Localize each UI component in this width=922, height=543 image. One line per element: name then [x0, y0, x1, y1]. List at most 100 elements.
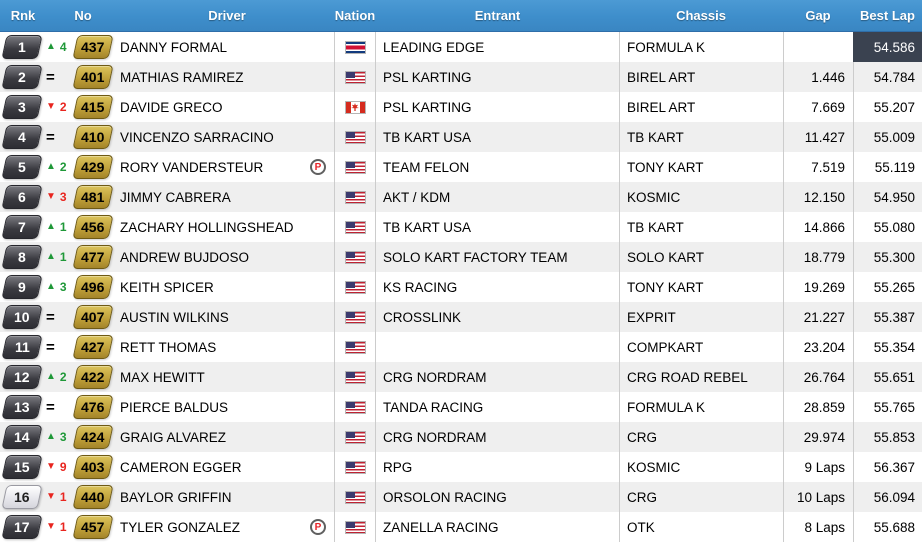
car-number: 410	[81, 129, 105, 145]
nation-cell	[334, 122, 376, 152]
position-change-icon: ▼	[46, 101, 56, 112]
table-row[interactable]: 2 = 401 MATHIAS RAMIREZ PSL KARTING BIRE…	[0, 62, 922, 92]
table-row[interactable]: 16 ▼ 1 440 BAYLOR GRIFFIN ORSOLON RACING…	[0, 482, 922, 512]
usa-flag-icon	[344, 490, 366, 504]
usa-flag-icon	[344, 340, 366, 354]
table-row[interactable]: 14 ▲ 3 424 GRAIG ALVAREZ CRG NORDRAM CRG…	[0, 422, 922, 452]
column-header-nation[interactable]: Nation	[334, 8, 376, 23]
driver-name: GRAIG ALVAREZ	[120, 429, 227, 445]
table-row[interactable]: 9 ▲ 3 496 KEITH SPICER KS RACING TONY KA…	[0, 272, 922, 302]
driver-name: VINCENZO SARRACINO	[120, 129, 274, 145]
nation-cell	[334, 182, 376, 212]
entrant-name: SOLO KART FACTORY TEAM	[383, 249, 568, 265]
driver-cell: CAMERON EGGER	[120, 452, 334, 482]
best-lap-value: 56.094	[853, 482, 922, 512]
best-lap-value: 55.853	[853, 422, 922, 452]
gap-value: 7.519	[783, 152, 853, 182]
penalty-icon: P	[310, 159, 326, 175]
rank-badge: 7	[1, 215, 43, 239]
car-number: 403	[81, 459, 105, 475]
column-header-rank[interactable]: Rnk	[10, 8, 36, 23]
chassis-name: FORMULA K	[619, 32, 783, 62]
driver-cell: MATHIAS RAMIREZ	[120, 62, 334, 92]
best-lap-value: 56.367	[853, 452, 922, 482]
position-change-icon: =	[46, 308, 55, 326]
column-header-driver[interactable]: Driver	[208, 8, 246, 23]
table-row[interactable]: 1 ▲ 4 437 DANNY FORMAL LEADING EDGE FORM…	[0, 32, 922, 62]
position-change: ▼ 9	[46, 452, 74, 482]
gap-value: 23.204	[783, 332, 853, 362]
car-number: 440	[81, 489, 105, 505]
car-number-badge: 401	[72, 65, 114, 89]
table-row[interactable]: 13 = 476 PIERCE BALDUS TANDA RACING FORM…	[0, 392, 922, 422]
position-change-value: 1	[59, 250, 67, 264]
table-row[interactable]: 10 = 407 AUSTIN WILKINS CROSSLINK EXPRIT…	[0, 302, 922, 332]
position-change-value: 1	[59, 490, 67, 504]
car-number: 422	[81, 369, 105, 385]
usa-flag-icon	[344, 400, 366, 414]
car-number-cell: 457	[72, 512, 120, 542]
car-number: 424	[81, 429, 105, 445]
rank-number: 14	[14, 429, 30, 445]
car-number-badge: 429	[72, 155, 114, 179]
entrant-name: RPG	[383, 459, 413, 475]
column-header-best-lap[interactable]: Best Lap	[860, 8, 915, 23]
position-change: =	[46, 392, 74, 422]
position-change: ▲ 1	[46, 212, 74, 242]
position-change-value: 2	[59, 100, 67, 114]
driver-name: BAYLOR GRIFFIN	[120, 489, 232, 505]
best-lap-value: 54.950	[853, 182, 922, 212]
chassis-name: CRG ROAD REBEL	[619, 362, 783, 392]
position-change-value: 3	[59, 280, 67, 294]
rank-number: 12	[14, 369, 30, 385]
rank-number: 5	[18, 159, 26, 175]
gap-value: 11.427	[783, 122, 853, 152]
driver-name: DANNY FORMAL	[120, 39, 228, 55]
table-row[interactable]: 4 = 410 VINCENZO SARRACINO TB KART USA T…	[0, 122, 922, 152]
position-change-value: 3	[59, 430, 67, 444]
chassis-name: OTK	[619, 512, 783, 542]
table-row[interactable]: 15 ▼ 9 403 CAMERON EGGER RPG KOSMIC 9 La…	[0, 452, 922, 482]
table-row[interactable]: 17 ▼ 1 457 TYLER GONZALEZ P ZANELLA RACI…	[0, 512, 922, 542]
gap-value: 7.669	[783, 92, 853, 122]
rank-badge: 14	[1, 425, 43, 449]
column-header-entrant[interactable]: Entrant	[474, 8, 521, 23]
column-header-gap[interactable]: Gap	[805, 8, 831, 23]
column-header-number[interactable]: No	[74, 8, 92, 23]
nation-cell	[334, 362, 376, 392]
rank-cell: 11	[0, 332, 46, 362]
position-change-value: 9	[59, 460, 67, 474]
position-change: ▼ 1	[46, 482, 74, 512]
table-row[interactable]: 6 ▼ 3 481 JIMMY CABRERA AKT / KDM KOSMIC…	[0, 182, 922, 212]
car-number-cell: 407	[72, 302, 120, 332]
table-row[interactable]: 8 ▲ 1 477 ANDREW BUJDOSO SOLO KART FACTO…	[0, 242, 922, 272]
table-row[interactable]: 12 ▲ 2 422 MAX HEWITT CRG NORDRAM CRG RO…	[0, 362, 922, 392]
position-change-icon: ▲	[46, 221, 56, 232]
rank-cell: 5	[0, 152, 46, 182]
best-lap-value: 55.300	[853, 242, 922, 272]
driver-cell: BAYLOR GRIFFIN	[120, 482, 334, 512]
position-change-icon: ▲	[46, 251, 56, 262]
rank-cell: 7	[0, 212, 46, 242]
nation-cell	[334, 242, 376, 272]
car-number: 437	[81, 39, 105, 55]
car-number-cell: 440	[72, 482, 120, 512]
usa-flag-icon	[344, 310, 366, 324]
entrant-name: LEADING EDGE	[383, 39, 485, 55]
table-row[interactable]: 5 ▲ 2 429 RORY VANDERSTEUR P TEAM FELON …	[0, 152, 922, 182]
car-number-cell: 429	[72, 152, 120, 182]
rank-badge: 1	[1, 35, 43, 59]
table-row[interactable]: 11 = 427 RETT THOMAS COMPKART 23.204 55.…	[0, 332, 922, 362]
table-row[interactable]: 3 ▼ 2 415 DAVIDE GRECO PSL KARTING BIREL…	[0, 92, 922, 122]
position-change: ▲ 3	[46, 272, 74, 302]
car-number-badge: 440	[72, 485, 114, 509]
column-header-chassis[interactable]: Chassis	[676, 8, 726, 23]
position-change-icon: ▲	[46, 371, 56, 382]
table-row[interactable]: 7 ▲ 1 456 ZACHARY HOLLINGSHEAD TB KART U…	[0, 212, 922, 242]
rank-badge: 10	[1, 305, 43, 329]
position-change: ▲ 2	[46, 362, 74, 392]
nation-cell	[334, 212, 376, 242]
nation-cell	[334, 422, 376, 452]
driver-cell: KEITH SPICER	[120, 272, 334, 302]
chassis-name: TONY KART	[619, 272, 783, 302]
